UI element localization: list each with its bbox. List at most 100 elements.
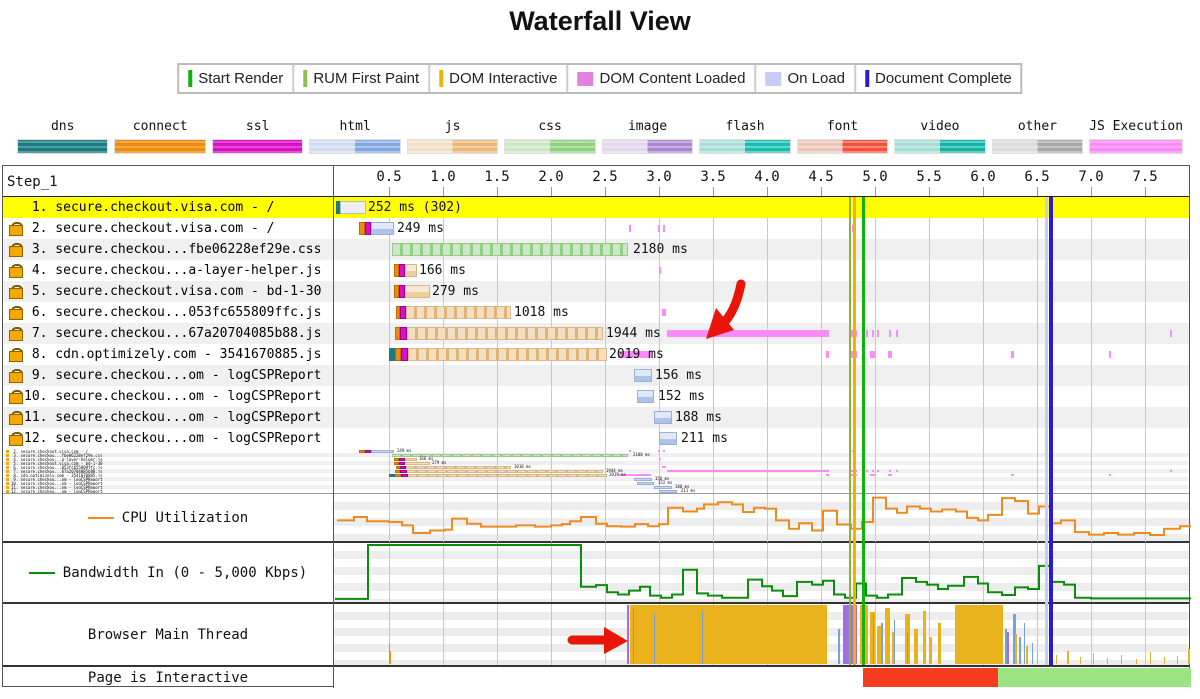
js-execution-mark <box>889 470 891 472</box>
axis-tick-label: 2.0 <box>538 169 564 185</box>
axis-tick-label: 7.0 <box>1078 169 1104 185</box>
main-thread-activity-bar <box>1015 634 1017 664</box>
duration-label: 252 ms (302) <box>368 200 462 215</box>
lock-icon-mini <box>6 473 9 477</box>
lock-icon-mini <box>6 465 9 469</box>
request-bar-segment-connect <box>395 348 401 361</box>
waterfall-header: Step_1 0.5 1.0 1.5 2.0 2.5 3.0 3.5 4.0 4.5 5.0 5.5… <box>3 166 1189 197</box>
axis-tick-label: 6.5 <box>1024 169 1050 185</box>
event-legend-label: Document Complete <box>875 70 1012 87</box>
request-bar-track: 188 ms <box>334 485 1189 489</box>
request-bar-track: 166 ms <box>334 457 1189 461</box>
axis-tick-label: 3.5 <box>700 169 726 185</box>
lock-icon <box>9 410 23 425</box>
main-thread-activity-bar <box>860 605 868 664</box>
lock-icon <box>9 242 23 257</box>
request-url-text: 4. secure.checkou...a-layer-helper.js <box>24 263 322 278</box>
duration-label: 279 ms <box>432 460 447 465</box>
duration-label: 211 ms <box>681 431 728 446</box>
request-bar-segment-ssl <box>399 462 405 465</box>
request-row: 3. secure.checkou...fbe06228ef29e.css 218… <box>3 239 1189 260</box>
font-swatch-icon <box>796 139 889 154</box>
page-interactive-section: Page is Interactive <box>3 665 1191 688</box>
js-execution-mark <box>629 450 631 452</box>
request-label: 6. secure.checkou...053fc655809ffc.js <box>3 465 333 469</box>
duration-label: 152 ms <box>658 389 705 404</box>
axis-tick-label: 5.0 <box>862 169 888 185</box>
axis-tick-mark <box>443 187 444 196</box>
on-load-marker-icon <box>765 71 782 86</box>
request-label: 5. secure.checkout.visa.com - bd-1-30 <box>3 281 333 302</box>
main-thread-activity-bar <box>702 611 703 664</box>
lock-icon <box>9 284 23 299</box>
request-bar-track: 252 ms (302) <box>334 197 1189 218</box>
resource-type-label: connect <box>132 119 188 134</box>
duration-label: 249 ms <box>397 448 412 453</box>
main-thread-activity-bar <box>914 629 918 664</box>
main-thread-activity-bar <box>938 623 941 664</box>
resource-type-label: font <box>826 119 859 134</box>
request-url-text: 3. secure.checkou...fbe06228ef29e.css <box>11 453 103 457</box>
event-legend-label: DOM Interactive <box>449 70 558 87</box>
lock-icon <box>9 389 23 404</box>
connect-swatch-icon <box>114 139 206 154</box>
resource-type-label: js <box>444 119 461 134</box>
cpu-utilization-section: CPU Utilization <box>3 493 1191 542</box>
js-execution-mark <box>662 466 666 468</box>
request-bar-segment-ssl <box>401 474 408 477</box>
axis-tick-label: 6.0 <box>970 169 996 185</box>
js-execution-bar <box>667 330 829 337</box>
request-url-text: 5. secure.checkout.visa.com - bd-1-30 <box>11 461 103 465</box>
duration-label: 188 ms <box>675 410 722 425</box>
resource-legend-item: dns <box>14 119 111 154</box>
request-row: 5. secure.checkout.visa.com - bd-1-30 279… <box>3 461 1189 465</box>
js-execution-mark <box>658 450 660 452</box>
resource-type-label: ssl <box>245 119 270 134</box>
request-row: 4. secure.checkou...a-layer-helper.js 166… <box>3 260 1189 281</box>
js-execution-mark <box>866 330 868 337</box>
main-thread-activity-bar <box>955 605 1003 664</box>
request-bar-segment-ssl <box>399 285 405 298</box>
duration-label: 156 ms <box>655 476 670 481</box>
request-bar-segment-connect <box>396 466 400 469</box>
request-bar-segment-connect <box>395 470 400 473</box>
page-interactive-plot <box>334 667 1191 688</box>
axis-tick-mark <box>605 187 606 196</box>
request-row: 12. secure.checkou...om - logCSPReport 21… <box>3 428 1189 449</box>
request-label: 5. secure.checkout.visa.com - bd-1-30 <box>3 461 333 465</box>
request-row: 1. secure.checkout.visa.com - / 252 ms (3… <box>3 197 1189 218</box>
request-url-text: 12. secure.checkou...om - logCSPReport <box>11 489 103 493</box>
axis-tick-mark <box>929 187 930 196</box>
request-row: 12. secure.checkou...om - logCSPReport 21… <box>3 489 1189 493</box>
request-bar-track: 2180 ms <box>334 453 1189 457</box>
request-label: 8. cdn.optimizely.com - 3541670885.js <box>3 344 333 365</box>
js-execution-mark <box>877 330 879 337</box>
axis-tick-mark <box>1145 187 1146 196</box>
main-thread-activity-bar <box>892 632 895 664</box>
request-label: 1. secure.checkout.visa.com - / <box>3 197 333 218</box>
request-bar-segment-ssl <box>365 450 371 453</box>
main-thread-label: Browser Main Thread <box>3 604 333 665</box>
request-url-text: 2. secure.checkout.visa.com - / <box>24 221 275 236</box>
js-execution-mark <box>1170 470 1172 472</box>
rum-first-paint-marker-icon <box>303 70 308 87</box>
request-row: 6. secure.checkou...053fc655809ffc.js 101… <box>3 302 1189 323</box>
js-execution-mark <box>852 225 854 232</box>
lock-icon <box>9 368 23 383</box>
request-bar-segment-dns <box>336 201 340 214</box>
request-bar-segment-ssl <box>400 327 407 340</box>
event-legend-label: Start Render <box>198 70 284 87</box>
request-bar-segment-html <box>654 486 672 489</box>
resource-legend-item: JS Execution <box>1086 119 1186 154</box>
bandwidth-legend: Bandwidth In (0 - 5,000 Kbps) <box>3 543 333 602</box>
axis-tick-mark <box>767 187 768 196</box>
request-bar-track: 188 ms <box>334 407 1189 428</box>
start-render-marker-icon <box>188 70 193 87</box>
html-swatch-icon <box>309 139 401 154</box>
resource-type-label: other <box>1017 119 1057 134</box>
request-bar-segment-dns <box>389 474 395 477</box>
request-bar-segment-connect <box>395 327 400 340</box>
request-label: 12. secure.checkou...om - logCSPReport <box>3 489 333 493</box>
lock-icon-mini <box>6 453 9 457</box>
request-bar-segment-connect <box>394 264 399 277</box>
